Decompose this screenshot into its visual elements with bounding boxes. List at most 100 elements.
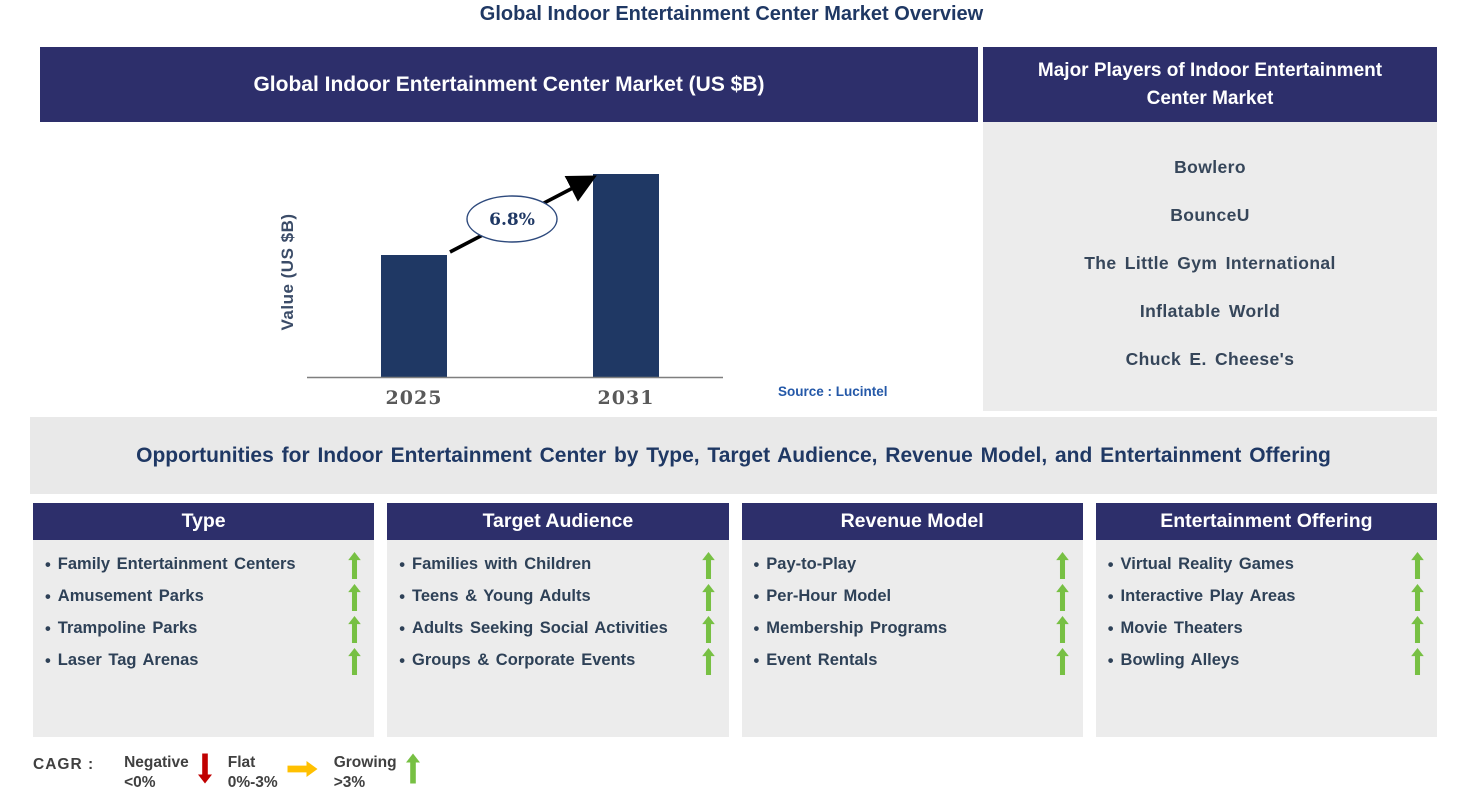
page-title: Global Indoor Entertainment Center Marke… xyxy=(479,3,984,25)
major-players-header: Major Players of Indoor Entertainment Ce… xyxy=(983,47,1437,122)
column-item: • Membership Programs xyxy=(752,614,1071,644)
item-label: Laser Tag Arenas xyxy=(57,651,199,670)
bullet: • xyxy=(399,587,406,606)
bullet: • xyxy=(753,619,760,638)
growing-up-icon xyxy=(346,615,362,643)
cagr-legend: CAGR : Negative <0% Flat 0%-3% Growing >… xyxy=(33,753,436,793)
column-item: • Trampoline Parks xyxy=(43,614,362,644)
item-label: Pay-to-Play xyxy=(766,555,857,574)
column-item: • Adults Seeking Social Activities xyxy=(397,614,716,644)
column-item: • Pay-to-Play xyxy=(752,550,1071,580)
column-header: Target Audience xyxy=(387,503,729,540)
growing-up-icon xyxy=(346,583,362,611)
bullet: • xyxy=(753,587,760,606)
bullet: • xyxy=(1107,587,1114,606)
market-chart-header: Global Indoor Entertainment Center Marke… xyxy=(40,47,978,122)
growing-up-icon xyxy=(1055,615,1071,643)
bar-2025 xyxy=(381,255,447,377)
column-item: • Families with Children xyxy=(397,550,716,580)
legend-item-range: >3% xyxy=(333,774,366,792)
market-bar-chart: Value (US $B) 6.8% 2025 2031 Source : Lu… xyxy=(278,174,888,409)
bullet: • xyxy=(45,651,51,670)
column-item: • Teens & Young Adults xyxy=(397,582,716,612)
player-item: BounceU xyxy=(1170,205,1250,225)
growing-up-icon xyxy=(1055,647,1071,675)
growing-up-icon xyxy=(1409,583,1425,611)
bar-2031 xyxy=(593,174,659,377)
item-label: Virtual Reality Games xyxy=(1120,555,1294,574)
item-label: Movie Theaters xyxy=(1120,619,1243,638)
item-label: Family Entertainment Centers xyxy=(57,555,296,574)
growing-up-icon xyxy=(346,647,362,675)
bullet: • xyxy=(1107,555,1114,574)
growing-up-icon xyxy=(701,647,717,675)
flat-right-icon xyxy=(287,761,318,777)
market-chart-panel: Global Indoor Entertainment Center Marke… xyxy=(40,47,978,412)
source-note: Source : Lucintel xyxy=(778,384,888,399)
item-label: Bowling Alleys xyxy=(1120,651,1240,670)
column-entertainment-offering: Entertainment Offering • Virtual Reality … xyxy=(1095,503,1437,737)
year-label-2031: 2031 xyxy=(598,387,655,409)
player-item: Chuck E. Cheese's xyxy=(1125,349,1295,369)
column-header: Entertainment Offering xyxy=(1095,503,1437,540)
cagr-value: 6.8% xyxy=(489,210,535,230)
legend-item-negative: Negative <0% xyxy=(124,753,212,793)
item-label: Teens & Young Adults xyxy=(412,587,591,606)
column-item: • Event Rentals xyxy=(752,646,1071,676)
cagr-ellipse xyxy=(466,195,558,243)
growing-up-icon xyxy=(701,551,717,579)
column-item: • Interactive Play Areas xyxy=(1106,582,1425,612)
column-revenue-model: Revenue Model • Pay-to-Play • Per-Hour Mod… xyxy=(741,503,1083,737)
market-chart-body: Value (US $B) 6.8% 2025 2031 Source : Lu… xyxy=(40,122,978,412)
column-item: • Groups & Corporate Events xyxy=(397,646,716,676)
bullet: • xyxy=(45,619,51,638)
column-target-audience: Target Audience • Families with Children … xyxy=(387,503,729,737)
bullet: • xyxy=(45,587,51,606)
legend-item-range: 0%-3% xyxy=(227,774,278,792)
bullet: • xyxy=(45,555,51,574)
y-axis-label: Value (US $B) xyxy=(278,213,297,330)
bullet: • xyxy=(1107,651,1114,670)
growing-up-icon xyxy=(701,583,717,611)
growing-up-icon xyxy=(1409,551,1425,579)
growing-up-icon xyxy=(346,551,362,579)
major-players-list: Bowlero BounceU The Little Gym Internati… xyxy=(983,122,1437,411)
growing-up-icon xyxy=(1409,615,1425,643)
legend-item-range: <0% xyxy=(124,774,156,792)
item-label: Interactive Play Areas xyxy=(1120,587,1296,606)
column-header: Revenue Model xyxy=(741,503,1083,540)
negative-down-icon xyxy=(197,753,212,784)
cagr-legend-label: CAGR : xyxy=(33,756,95,773)
column-item: • Laser Tag Arenas xyxy=(43,646,362,676)
player-item: The Little Gym International xyxy=(1084,253,1336,273)
bullet: • xyxy=(753,651,760,670)
player-item: Bowlero xyxy=(1174,157,1246,177)
item-label: Trampoline Parks xyxy=(57,619,198,638)
item-label: Groups & Corporate Events xyxy=(412,651,636,670)
item-label: Adults Seeking Social Activities xyxy=(412,619,668,638)
legend-item-flat: Flat 0%-3% xyxy=(228,753,318,793)
column-item: • Movie Theaters xyxy=(1106,614,1425,644)
growing-up-icon xyxy=(1055,583,1071,611)
item-label: Families with Children xyxy=(412,555,592,574)
growing-up-icon xyxy=(405,753,420,784)
bullet: • xyxy=(1107,619,1114,638)
item-label: Event Rentals xyxy=(766,651,878,670)
opportunities-banner: Opportunities for Indoor Entertainment C… xyxy=(30,417,1437,494)
column-item: • Virtual Reality Games xyxy=(1106,550,1425,580)
legend-item-growing: Growing >3% xyxy=(334,753,420,793)
bullet: • xyxy=(753,555,760,574)
item-label: Membership Programs xyxy=(766,619,948,638)
legend-item-name: Flat xyxy=(227,754,256,771)
major-players-panel: Major Players of Indoor Entertainment Ce… xyxy=(983,47,1437,411)
opportunities-heading: Opportunities for Indoor Entertainment C… xyxy=(136,443,1331,467)
opportunity-columns: Type • Family Entertainment Centers • Amus… xyxy=(33,503,1437,737)
column-item: • Bowling Alleys xyxy=(1106,646,1425,676)
column-item: • Per-Hour Model xyxy=(752,582,1071,612)
bullet: • xyxy=(399,651,406,670)
bullet: • xyxy=(399,619,406,638)
bullet: • xyxy=(399,555,406,574)
year-label-2025: 2025 xyxy=(386,387,443,409)
item-label: Amusement Parks xyxy=(57,587,204,606)
column-item: • Family Entertainment Centers xyxy=(43,550,362,580)
